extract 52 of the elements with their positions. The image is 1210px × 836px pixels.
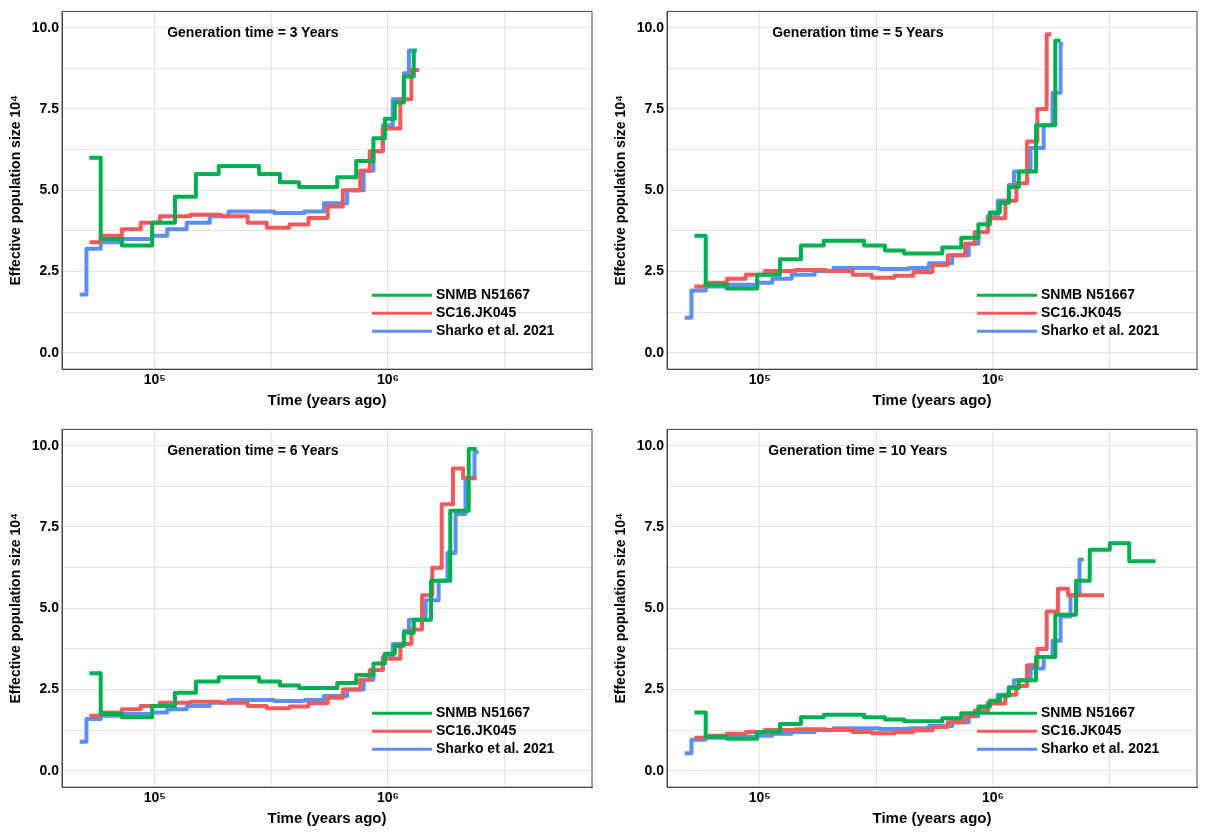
y-tick-label: 0.0 (39, 343, 60, 360)
legend-label: Sharko et al. 2021 (436, 322, 555, 339)
legend-label: SNMB N51667 (1041, 286, 1136, 303)
x-axis-title: Time (years ago) (872, 391, 992, 409)
y-tick-label: 7.5 (644, 517, 665, 534)
text: Generation time = 10 Years (768, 442, 948, 459)
legend-label: SC16.JK045 (1041, 722, 1122, 739)
legend-label: SNMB N51667 (436, 704, 531, 721)
legend-label: SC16.JK045 (1041, 304, 1122, 321)
x-tick-label: 10⁶ (981, 789, 1004, 806)
legend-label: SNMB N51667 (1041, 704, 1136, 721)
y-tick-label: 2.5 (39, 680, 60, 697)
legend-label: Sharko et al. 2021 (1041, 740, 1160, 757)
text: Generation time = 6 Years (167, 442, 339, 459)
y-tick-label: 2.5 (644, 680, 665, 697)
x-axis-title: Time (years ago) (267, 809, 387, 827)
y-tick-label: 2.5 (644, 262, 665, 279)
x-tick-label: 10⁵ (748, 789, 771, 806)
y-tick-label: 5.0 (644, 181, 665, 198)
y-axis-title: Effective population size 10⁴ (612, 94, 629, 286)
y-tick-label: 0.0 (644, 761, 665, 778)
y-tick-label: 10.0 (31, 18, 60, 35)
x-tick-label: 10⁵ (143, 371, 166, 388)
legend-label: SC16.JK045 (436, 722, 517, 739)
y-axis-title: Effective population size 10⁴ (612, 512, 629, 704)
x-tick-label: 10⁵ (748, 371, 771, 388)
x-tick-label: 10⁶ (376, 371, 399, 388)
text: Generation time = 5 Years (772, 24, 944, 41)
x-axis-title: Time (years ago) (267, 391, 387, 409)
y-tick-label: 0.0 (644, 343, 665, 360)
y-tick-label: 5.0 (39, 181, 60, 198)
text: Generation time = 3 Years (167, 24, 339, 41)
x-axis-title: Time (years ago) (872, 809, 992, 827)
y-tick-label: 2.5 (39, 262, 60, 279)
y-tick-label: 5.0 (644, 599, 665, 616)
y-tick-label: 5.0 (39, 599, 60, 616)
y-tick-label: 10.0 (636, 436, 665, 453)
x-tick-label: 10⁵ (143, 789, 166, 806)
y-tick-label: 10.0 (636, 18, 665, 35)
x-tick-label: 10⁶ (981, 371, 1004, 388)
y-tick-label: 7.5 (39, 517, 60, 534)
y-tick-label: 7.5 (644, 99, 665, 116)
y-tick-label: 10.0 (31, 436, 60, 453)
legend-label: Sharko et al. 2021 (436, 740, 555, 757)
y-axis-title: Effective population size 10⁴ (7, 512, 24, 704)
y-tick-label: 7.5 (39, 99, 60, 116)
y-tick-label: 0.0 (39, 761, 60, 778)
y-axis-title: Effective population size 10⁴ (7, 94, 24, 286)
legend-label: SNMB N51667 (436, 286, 531, 303)
x-tick-label: 10⁶ (376, 789, 399, 806)
legend-label: SC16.JK045 (436, 304, 517, 321)
legend-label: Sharko et al. 2021 (1041, 322, 1160, 339)
